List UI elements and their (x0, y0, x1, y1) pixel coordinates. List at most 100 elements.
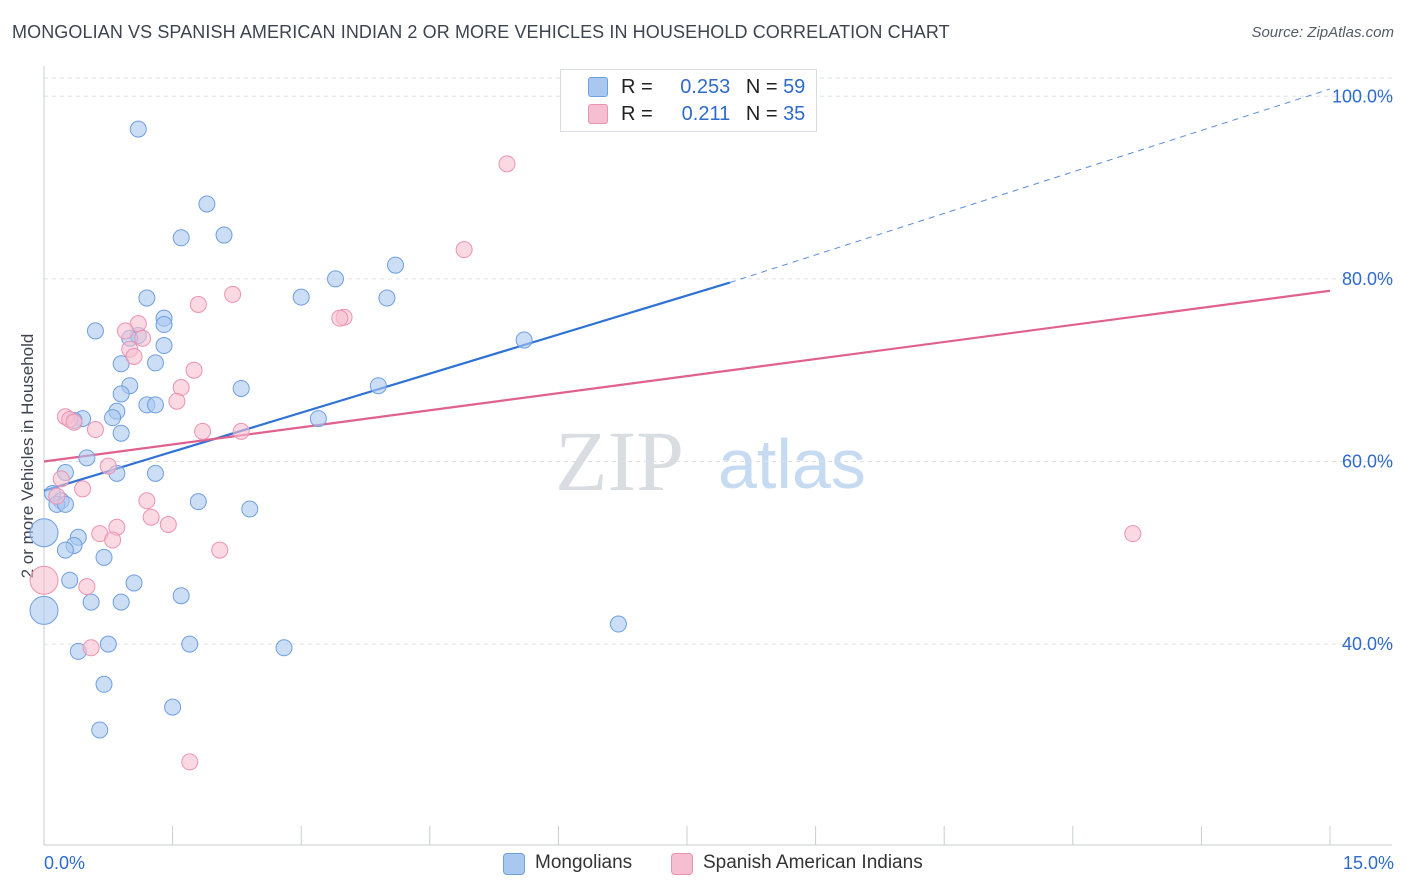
spanish-american-indians-point (82, 639, 100, 657)
mongolians-point (129, 120, 147, 138)
y-tick-label: 40.0% (1342, 634, 1393, 654)
spanish-american-indians-point (29, 565, 59, 595)
stats-text: R = 0.211 N = 35 (621, 103, 805, 126)
spanish-american-indians-point (86, 421, 104, 439)
mongolians-point (125, 574, 143, 592)
spanish-american-indians-point (224, 285, 242, 303)
spanish-american-indians-point (185, 361, 203, 379)
legend-label: Mongolians (535, 852, 633, 873)
mongolians-point (292, 288, 310, 306)
spanish-american-indians-point (168, 392, 186, 410)
y-tick-label: 100.0% (1332, 86, 1393, 106)
mongolians-point (387, 256, 405, 274)
mongolians-point (29, 518, 59, 548)
mongolians-point (172, 229, 190, 247)
mongolians-legend-swatch (503, 853, 525, 875)
y-tick-label: 60.0% (1342, 452, 1393, 472)
mongolians-point (104, 409, 122, 427)
spanish-american-indians-trend-line (43, 289, 1331, 463)
mongolians-point (369, 377, 387, 395)
spanish-american-indians-point (232, 422, 250, 440)
n-label: N = (745, 103, 778, 125)
mongolians-point (112, 424, 130, 442)
spanish-american-indians-point (116, 322, 134, 340)
mongolians-point (181, 635, 199, 653)
watermark-atlas: atlas (718, 425, 866, 503)
mongolians-point (82, 593, 100, 611)
chart-title: MONGOLIAN VS SPANISH AMERICAN INDIAN 2 O… (12, 22, 950, 42)
mongolians-point (609, 615, 627, 633)
mongolians-point (146, 354, 164, 372)
spanish-american-indians-point (189, 295, 207, 313)
mongolians-point (112, 355, 130, 373)
spanish-american-indians-point (99, 457, 117, 475)
mongolians-point (95, 548, 113, 566)
mongolians-point (112, 593, 130, 611)
chart-source: Source: ZipAtlas.com (1251, 24, 1394, 41)
mongolians-point (86, 322, 104, 340)
mongolians-point (155, 337, 173, 355)
spanish-american-indians-legend-swatch (671, 853, 693, 875)
spanish-american-indians-point (74, 480, 92, 498)
mongolians-point (78, 449, 96, 467)
r-value: 0.253 (680, 76, 731, 98)
n-value: 35 (783, 103, 806, 125)
stats-legend: R = 0.253 N = 59 R = 0.211 N = 35 (560, 69, 817, 132)
mongolians-point (146, 464, 164, 482)
spanish-american-indians-point (455, 241, 473, 259)
mongolians-point (198, 195, 216, 213)
n-value: 59 (783, 76, 806, 98)
mongolians-point (146, 396, 164, 414)
spanish-american-indians-point (211, 541, 229, 559)
stats-text: R = 0.253 N = 59 (621, 76, 805, 99)
mongolians-point (112, 385, 130, 403)
axes (43, 66, 1392, 846)
mongolians-point (189, 493, 207, 511)
spanish-american-indians-point (1124, 525, 1142, 543)
n-label: N = (745, 76, 778, 98)
data-points (29, 120, 1142, 771)
mongolians-point (155, 316, 173, 334)
spanish-american-indians-point (134, 329, 152, 347)
mongolians-point (61, 571, 79, 589)
spanish-american-indians-point (181, 753, 199, 771)
mongolians-point (172, 587, 190, 605)
r-label: R = (621, 103, 653, 125)
y-tick-label: 80.0% (1342, 269, 1393, 289)
spanish-american-indians-point (65, 413, 83, 431)
spanish-american-indians-point (48, 487, 66, 505)
mongolians-point (215, 226, 233, 244)
x-tick-label-min: 0.0% (44, 853, 86, 873)
mongolians-swatch (588, 77, 608, 97)
mongolians-point (99, 635, 117, 653)
spanish-american-indians-point (159, 516, 177, 534)
spanish-american-indians-point (104, 531, 122, 549)
spanish-american-indians-point (138, 492, 156, 510)
mongolians-point (29, 595, 59, 625)
mongolians-point (91, 721, 109, 739)
watermark: ZIP atlas (555, 413, 866, 509)
y-tick-labels: 40.0% 60.0% 80.0% 100.0% (1332, 86, 1393, 654)
mongolians-point (378, 289, 396, 307)
spanish-american-indians-point (142, 508, 160, 526)
spanish-american-indians-point (331, 309, 349, 327)
mongolians-point (326, 270, 344, 288)
spanish-american-indians-point (498, 155, 516, 173)
trend-lines (43, 88, 1331, 492)
spanish-american-indians-swatch (588, 104, 608, 124)
grid-lines (44, 77, 1392, 645)
legend-label: Spanish American Indians (703, 852, 923, 873)
mongolians-point (515, 331, 533, 349)
spanish-american-indians-point (125, 347, 143, 365)
mongolians-point (232, 379, 250, 397)
r-label: R = (621, 76, 653, 98)
mongolians-point (241, 500, 259, 518)
mongolians-point (56, 541, 74, 559)
spanish-american-indians-point (194, 422, 212, 440)
mongolians-point (309, 410, 327, 428)
spanish-american-indians-point (78, 578, 96, 596)
spanish-american-indians-point (52, 470, 70, 488)
mongolians-point (164, 698, 182, 716)
r-value: 0.211 (681, 103, 731, 125)
x-tick-label-max: 15.0% (1342, 853, 1394, 873)
